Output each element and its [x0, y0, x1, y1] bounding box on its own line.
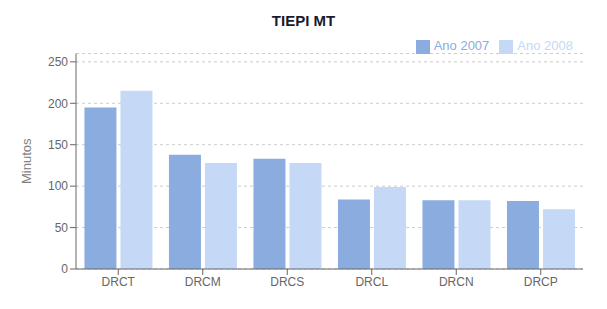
svg-text:150: 150 [48, 138, 68, 152]
html-text:TIEPI MT: TIEPI MT [271, 12, 336, 29]
svg-text:50: 50 [55, 221, 69, 235]
html-text:Ano 2008: Ano 2008 [517, 38, 573, 53]
svg-text:DRCT: DRCT [102, 275, 136, 289]
svg-text:100: 100 [48, 179, 68, 193]
svg-text:DRCS: DRCS [270, 275, 304, 289]
svg-text:0: 0 [61, 262, 68, 276]
svg-text:250: 250 [48, 55, 68, 69]
svg-text:DRCM: DRCM [185, 275, 221, 289]
svg-text:200: 200 [48, 97, 68, 111]
html-text:Ano 2007: Ano 2007 [433, 38, 490, 53]
svg-text:DRCL: DRCL [355, 275, 388, 289]
svg-text:Minutos: Minutos [19, 138, 34, 184]
svg-text:DRCP: DRCP [524, 275, 558, 289]
svg-text:DRCN: DRCN [439, 275, 474, 289]
